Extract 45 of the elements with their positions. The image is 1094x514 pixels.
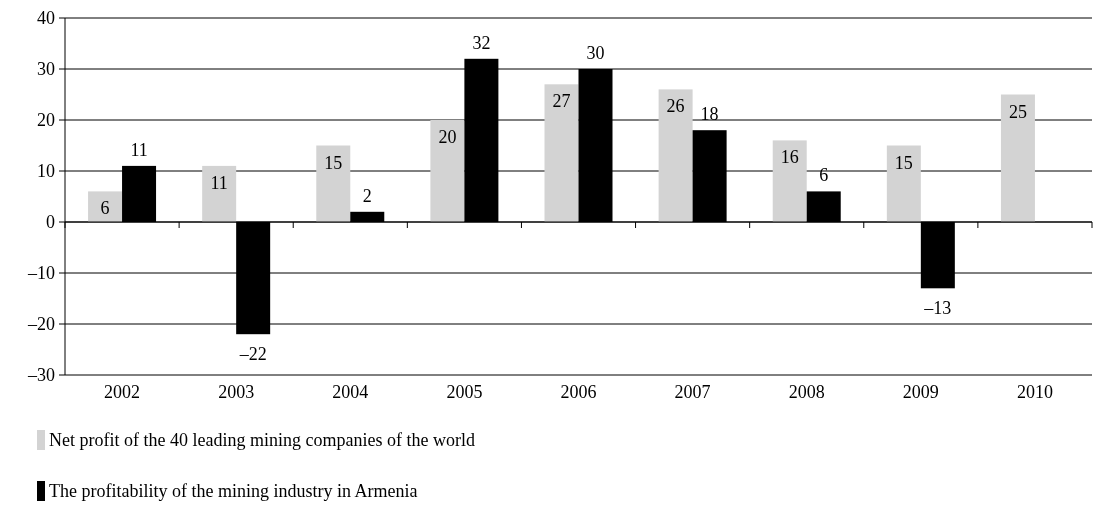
x-tick-label: 2008 <box>788 382 825 402</box>
bar <box>88 191 123 222</box>
x-tick-label: 2006 <box>560 382 597 402</box>
data-label: 2 <box>362 185 372 206</box>
data-label: 20 <box>438 127 457 147</box>
bar <box>316 145 351 222</box>
data-label: 18 <box>700 104 719 125</box>
x-tick-label: 2010 <box>1016 382 1053 402</box>
bar <box>544 84 579 222</box>
data-label: 16 <box>780 147 799 168</box>
bar <box>772 140 807 222</box>
data-label: 26 <box>666 96 685 117</box>
data-label: 25 <box>1008 101 1027 122</box>
y-tick-label: –30 <box>27 365 55 385</box>
data-label: 11 <box>130 139 148 160</box>
bar <box>886 145 921 222</box>
data-label: 15 <box>324 152 343 173</box>
x-tick-label: 2004 <box>332 382 369 402</box>
data-label: 6 <box>100 198 110 219</box>
y-tick-label: –20 <box>27 314 55 334</box>
y-tick-label: –10 <box>27 263 55 283</box>
x-tick-label: 2003 <box>218 382 255 402</box>
data-label: –22 <box>238 344 267 365</box>
bar <box>202 165 237 222</box>
y-tick-label: 40 <box>37 8 55 28</box>
data-label: 30 <box>586 43 605 63</box>
bar <box>430 120 465 222</box>
legend-label: Net profit of the 40 leading mining companies of the world <box>49 430 475 450</box>
x-tick-label: 2002 <box>104 382 141 402</box>
y-tick-label: 20 <box>37 110 55 130</box>
x-tick-label: 2005 <box>446 382 483 402</box>
data-label: –13 <box>923 298 952 319</box>
y-tick-label: 10 <box>37 161 55 181</box>
data-label: 32 <box>472 32 491 53</box>
data-label: 27 <box>552 91 571 112</box>
x-tick-label: 2007 <box>674 382 711 402</box>
y-tick-label: 0 <box>46 212 55 232</box>
bar <box>658 89 693 222</box>
data-label: 15 <box>894 152 913 173</box>
x-tick-label: 2009 <box>902 382 939 402</box>
data-label: 6 <box>819 165 829 186</box>
bar <box>1000 94 1035 222</box>
legend-label: The profitability of the mining industry in Armenia <box>49 481 418 501</box>
data-label: 11 <box>210 172 228 193</box>
y-tick-label: 30 <box>37 59 55 79</box>
